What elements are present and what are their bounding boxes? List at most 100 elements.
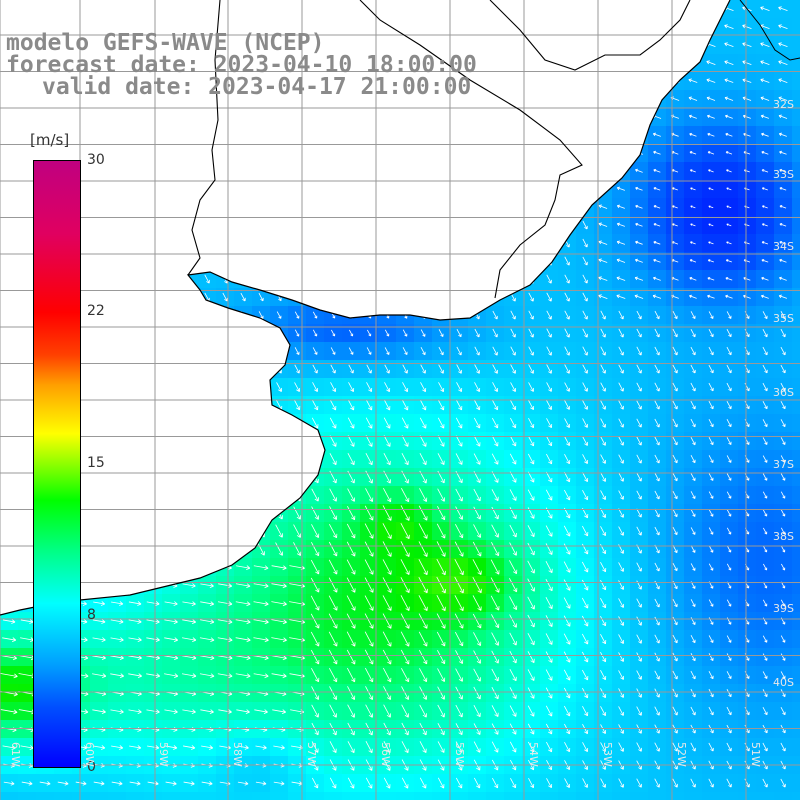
wind-arrow <box>402 184 408 194</box>
field-cell <box>792 702 800 721</box>
field-cell <box>234 540 253 559</box>
wind-arrow <box>778 132 787 137</box>
field-cell <box>270 216 289 235</box>
wind-arrow <box>204 310 210 320</box>
wind-arrow <box>24 4 30 14</box>
wind-arrow <box>114 328 120 338</box>
field-cell <box>666 792 685 800</box>
wind-arrow <box>706 114 715 119</box>
wind-arrow <box>6 400 12 410</box>
wind-arrow <box>96 400 102 410</box>
wind-arrow <box>164 565 178 570</box>
field-cell <box>558 108 577 127</box>
wind-arrow <box>186 436 193 447</box>
wind-arrow <box>492 130 498 140</box>
field-cell <box>792 630 800 649</box>
wind-arrow <box>456 256 462 266</box>
field-cell <box>522 270 541 289</box>
field-cell <box>234 468 253 487</box>
wind-arrow <box>24 292 30 302</box>
wind-arrow <box>402 256 408 266</box>
field-cell <box>630 792 649 800</box>
wind-arrow <box>456 166 462 176</box>
field-cell <box>324 180 343 199</box>
wind-arrow <box>24 346 30 356</box>
wind-arrow <box>204 238 210 248</box>
field-cell <box>108 270 127 289</box>
wind-arrow <box>132 400 138 410</box>
field-cell <box>144 126 163 145</box>
field-cell <box>270 234 289 253</box>
wind-arrow <box>6 220 12 230</box>
wind-arrow <box>132 328 138 338</box>
wind-arrow <box>456 238 462 248</box>
wind-arrow <box>384 329 390 337</box>
field-cell <box>378 180 397 199</box>
field-cell <box>522 162 541 181</box>
wind-arrow <box>726 187 732 191</box>
wind-arrow <box>114 184 120 194</box>
wind-arrow <box>167 543 175 555</box>
field-cell <box>576 108 595 127</box>
wind-arrow <box>24 112 30 122</box>
field-cell <box>216 468 235 487</box>
wind-arrow <box>564 4 570 14</box>
wind-arrow <box>132 418 138 428</box>
wind-arrow <box>114 4 120 14</box>
field-cell <box>252 108 271 127</box>
wind-arrow <box>528 58 534 68</box>
field-cell <box>558 0 577 19</box>
field-cell <box>198 396 217 415</box>
field-cell <box>432 162 451 181</box>
field-cell <box>90 216 109 235</box>
field-cell <box>72 0 91 19</box>
field-cell <box>180 306 199 325</box>
field-cell <box>162 486 181 505</box>
wind-arrow <box>474 184 480 194</box>
wind-arrow <box>546 292 552 302</box>
wind-arrow <box>725 132 733 137</box>
wind-arrow <box>474 382 481 393</box>
field-cell <box>216 450 235 469</box>
field-cell <box>396 126 415 145</box>
field-cell <box>396 180 415 199</box>
field-cell <box>540 252 559 271</box>
wind-arrow <box>6 112 12 122</box>
wind-arrow <box>330 238 336 248</box>
field-cell <box>162 144 181 163</box>
field-cell <box>342 234 361 253</box>
field-cell <box>792 486 800 505</box>
field-cell <box>72 108 91 127</box>
field-cell <box>162 468 181 487</box>
field-cell <box>0 468 19 487</box>
wind-arrow <box>114 490 121 500</box>
wind-arrow <box>222 112 228 122</box>
wind-arrow <box>132 148 138 158</box>
field-cell <box>144 234 163 253</box>
field-cell <box>144 252 163 271</box>
wind-arrow <box>167 525 175 537</box>
wind-arrow <box>132 364 138 374</box>
wind-arrow <box>222 166 228 176</box>
field-cell <box>450 234 469 253</box>
wind-arrow <box>312 220 318 230</box>
field-cell <box>216 792 235 800</box>
wind-arrow <box>132 202 138 212</box>
wind-arrow <box>546 22 552 32</box>
field-cell <box>378 0 397 19</box>
field-cell <box>144 432 163 451</box>
wind-arrow <box>168 292 174 302</box>
field-cell <box>396 270 415 289</box>
wind-arrow <box>582 40 588 50</box>
field-cell <box>0 126 19 145</box>
field-cell <box>0 792 19 800</box>
wind-arrow <box>258 400 265 411</box>
field-cell <box>612 72 631 91</box>
wind-arrow <box>689 276 697 281</box>
field-cell <box>198 792 217 800</box>
lat-label: 37S <box>773 458 794 471</box>
wind-arrow <box>420 220 426 230</box>
field-cell <box>126 252 145 271</box>
wind-arrow <box>672 328 678 338</box>
field-cell <box>342 108 361 127</box>
